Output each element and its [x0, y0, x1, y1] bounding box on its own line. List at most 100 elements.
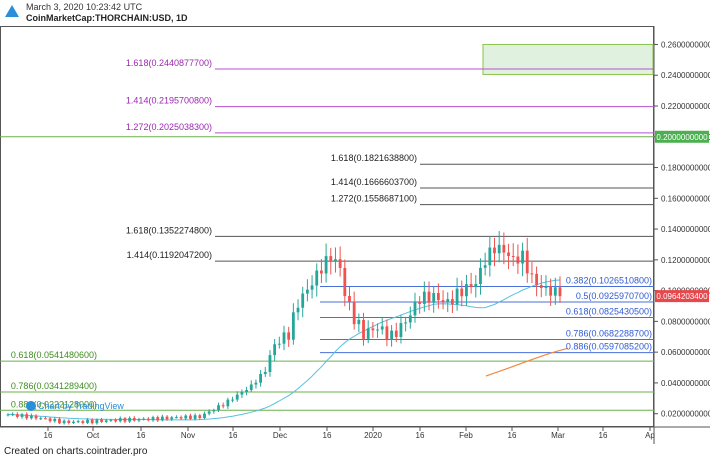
candle-body-93	[441, 300, 445, 303]
candle-body-10	[53, 418, 57, 422]
x-tick-label-10: 16	[508, 431, 517, 440]
candle-body-117	[553, 287, 557, 296]
candle-body-67	[320, 270, 323, 274]
candle-body-8	[44, 418, 47, 420]
candle-body-116	[549, 286, 553, 296]
candle-body-82	[390, 330, 393, 340]
candle-body-83	[394, 330, 398, 337]
watermark-text: Chart by TradingView	[38, 401, 124, 411]
y-tick-label-12: 0.0200000000	[661, 410, 710, 419]
candle-body-108	[511, 256, 515, 258]
candle-body-6	[34, 415, 38, 419]
candle-body-13	[67, 420, 71, 423]
candle-body-58	[277, 343, 281, 345]
candle-body-33	[160, 416, 164, 421]
candle-body-107	[507, 252, 510, 257]
x-tick-label-7: 2020	[364, 431, 382, 440]
chart-date: March 3, 2020 10:23:42 UTC	[26, 2, 143, 12]
y-tick-label-4: 0.1800000000	[661, 164, 710, 173]
candle-body-49	[235, 394, 239, 400]
candle-body-5	[29, 415, 33, 419]
candle-body-68	[324, 256, 328, 274]
x-tick-label-1: Oct	[87, 431, 100, 440]
candle-body-43	[207, 411, 211, 414]
candle-body-32	[156, 417, 160, 421]
candle-body-72	[343, 267, 347, 296]
candle-body-96	[455, 288, 459, 305]
candle-body-81	[385, 326, 389, 340]
x-tick-label-8: 16	[416, 431, 425, 440]
candle-body-92	[436, 293, 440, 301]
candle-body-36	[175, 417, 178, 419]
y-tick-label-11: 0.0400000000	[661, 379, 710, 388]
moving-average-fast	[7, 279, 561, 421]
candle-body-90	[427, 291, 431, 303]
candle-body-7	[39, 418, 43, 420]
candle-body-4	[25, 414, 29, 419]
candle-body-50	[240, 391, 244, 395]
price-badge-label-1: 0.0964203400	[656, 292, 708, 301]
price-chart[interactable]: 1.618(0.2440877700) 1.414(0.2195700800) 1.…	[0, 26, 710, 444]
price-badge-0	[655, 130, 709, 143]
candle-body-18	[90, 419, 94, 424]
candle-body-57	[273, 344, 277, 356]
candle-body-12	[62, 420, 66, 424]
candle-body-53	[254, 382, 258, 385]
fib-level-label-3: 1.618(0.1821638800)	[331, 153, 417, 163]
candle-body-115	[544, 286, 548, 289]
candle-body-80	[380, 326, 384, 330]
candle-body-26	[128, 417, 132, 422]
candle-body-114	[539, 285, 543, 289]
candle-body-76	[362, 319, 365, 339]
candle-body-40	[193, 415, 197, 419]
candle-body-14	[72, 421, 75, 423]
candle-body-35	[170, 417, 174, 420]
fib-level-label-13: 0.618(0.0541480600)	[11, 350, 97, 360]
candle-body-105	[497, 244, 501, 254]
candle-body-109	[516, 256, 520, 264]
fib-level-label-9: 0.5(0.0925970700)	[576, 291, 652, 301]
candle-body-84	[399, 323, 403, 337]
candle-body-39	[189, 415, 192, 419]
candle-body-46	[221, 405, 225, 407]
candle-body-44	[212, 410, 216, 412]
moving-average-slow	[485, 347, 569, 377]
candle-body-94	[446, 299, 450, 303]
fib-level-label-15: 0.886(0.0222128000)	[11, 399, 97, 409]
candle-body-21	[104, 420, 108, 422]
candle-body-106	[502, 244, 506, 253]
candle-body-2	[15, 414, 19, 417]
y-tick-label-2: 0.2200000000	[661, 102, 710, 111]
footer-credit: Created on charts.cointrader.pro	[4, 446, 148, 457]
fib-level-label-1: 1.414(0.2195700800)	[126, 96, 212, 106]
candle-body-95	[451, 299, 454, 305]
candle-body-56	[268, 355, 272, 372]
price-axis-panel	[654, 26, 709, 427]
candle-body-113	[535, 273, 539, 286]
candle-body-112	[530, 273, 534, 275]
fib-level-label-14: 0.786(0.0341289400)	[11, 381, 97, 391]
tradingview-watermark[interactable]: Chart by TradingView	[26, 401, 124, 411]
y-tick-label-9: 0.0800000000	[661, 317, 710, 326]
fib-level-label-5: 1.272(0.1558687100)	[331, 194, 417, 204]
candle-body-41	[198, 415, 202, 419]
chart-symbol: CoinMarketCap:THORCHAIN:USD, 1D	[26, 13, 188, 23]
candle-body-91	[432, 293, 436, 303]
candle-body-97	[460, 288, 464, 297]
candle-body-37	[179, 417, 183, 419]
candle-body-28	[137, 418, 141, 421]
fib-level-label-4: 1.414(0.1666603700)	[331, 177, 417, 187]
candle-body-102	[483, 265, 487, 268]
price-badge-1	[655, 290, 709, 303]
candle-body-15	[76, 421, 80, 423]
candle-body-66	[315, 270, 319, 286]
x-tick-label-13: Ap	[645, 431, 655, 440]
candle-body-71	[338, 259, 342, 268]
candle-body-11	[58, 418, 61, 424]
candle-body-25	[123, 418, 127, 422]
x-tick-label-6: 16	[323, 431, 332, 440]
x-tick-label-4: 16	[229, 431, 238, 440]
candle-body-16	[81, 421, 85, 423]
candle-body-78	[371, 328, 375, 331]
candle-body-98	[465, 284, 468, 297]
